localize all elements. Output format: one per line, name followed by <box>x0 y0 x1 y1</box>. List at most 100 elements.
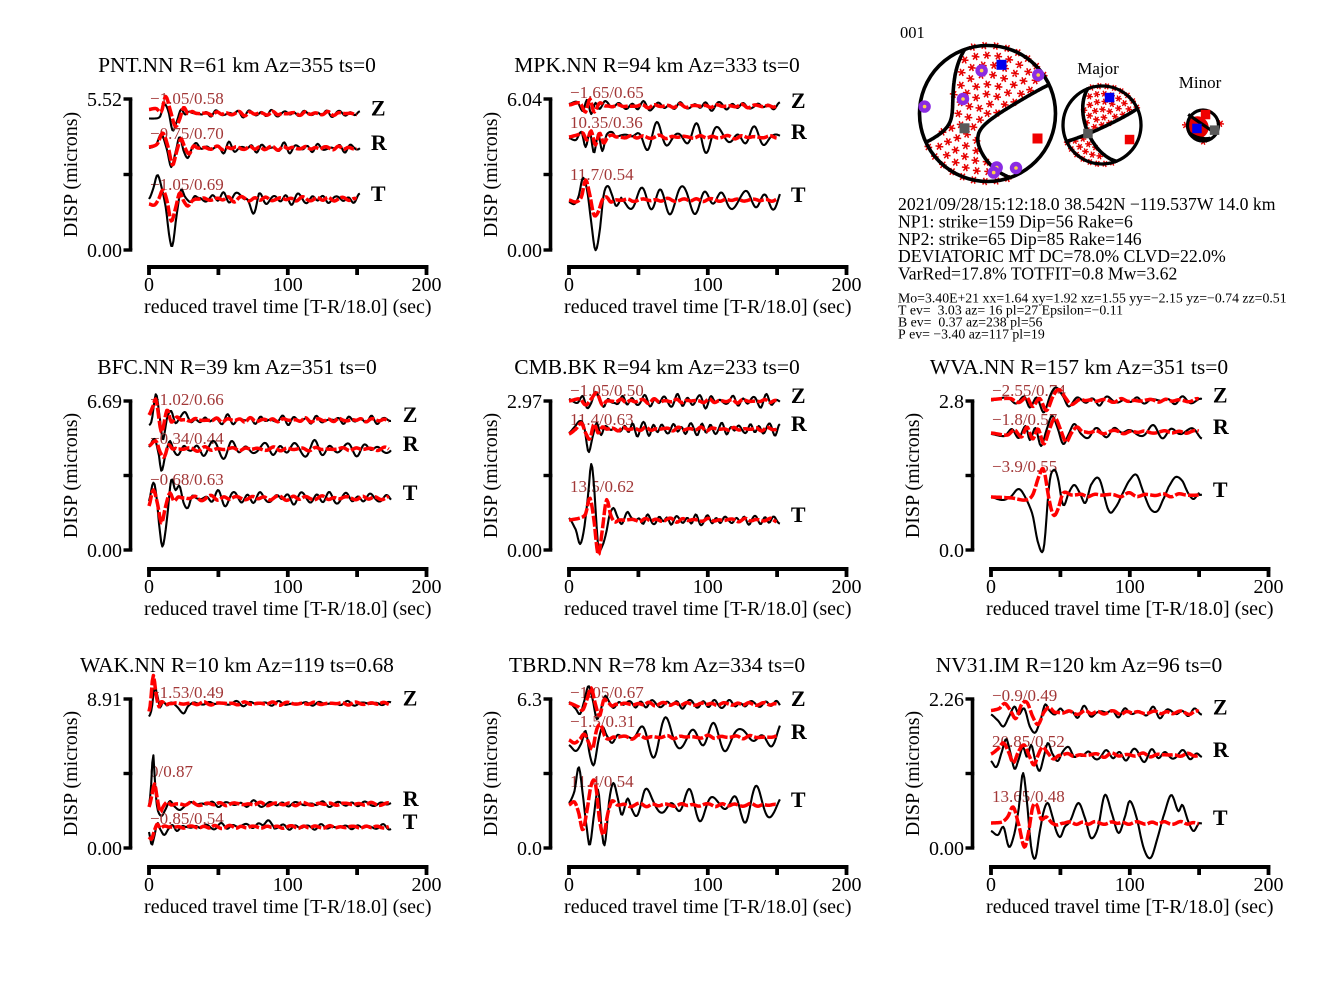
svg-text:reduced travel time [T-R/18.0]: reduced travel time [T-R/18.0] (sec) <box>144 896 431 918</box>
svg-text:0: 0 <box>144 874 154 896</box>
svg-text:−0.75/0.70: −0.75/0.70 <box>150 124 224 143</box>
svg-text:WVA.NN R=157 km Az=351 ts=0: WVA.NN R=157 km Az=351 ts=0 <box>930 355 1228 379</box>
svg-text:Major: Major <box>1077 59 1119 78</box>
svg-text:200: 200 <box>412 274 442 296</box>
svg-text:10.35/0.36: 10.35/0.36 <box>570 113 643 132</box>
svg-text:200: 200 <box>1254 576 1284 598</box>
svg-text:−1.5/0.31: −1.5/0.31 <box>570 712 635 731</box>
svg-text:0.00: 0.00 <box>507 540 542 562</box>
svg-text:0: 0 <box>144 576 154 598</box>
svg-text:NP2: strike=65 Dip=85 Rake=146: NP2: strike=65 Dip=85 Rake=146 <box>898 229 1142 249</box>
svg-text:R: R <box>403 431 420 456</box>
svg-text:R: R <box>371 130 388 155</box>
svg-text:2.8: 2.8 <box>939 391 964 413</box>
svg-text:200: 200 <box>412 874 442 896</box>
svg-text:100: 100 <box>693 874 723 896</box>
svg-text:100: 100 <box>273 274 303 296</box>
svg-text:200: 200 <box>832 576 862 598</box>
svg-text:8.91: 8.91 <box>87 689 122 711</box>
svg-text:T: T <box>791 787 806 812</box>
svg-text:0.00: 0.00 <box>929 838 964 860</box>
svg-text:Z: Z <box>791 88 806 113</box>
svg-text:−0.85/0.54: −0.85/0.54 <box>150 809 224 828</box>
svg-text:100: 100 <box>273 576 303 598</box>
svg-text:200: 200 <box>412 576 442 598</box>
svg-text:−1.05/0.58: −1.05/0.58 <box>150 89 224 108</box>
svg-text:reduced travel time [T-R/18.0]: reduced travel time [T-R/18.0] (sec) <box>564 296 851 318</box>
svg-text:200: 200 <box>832 274 862 296</box>
svg-text:−1.53/0.49: −1.53/0.49 <box>150 683 224 702</box>
svg-text:TBRD.NN R=78 km Az=334 ts=0: TBRD.NN R=78 km Az=334 ts=0 <box>509 653 805 677</box>
svg-text:11.4/0.63: 11.4/0.63 <box>570 410 634 429</box>
svg-text:R: R <box>403 786 420 811</box>
svg-text:T: T <box>791 182 806 207</box>
svg-text:−1.05/0.69: −1.05/0.69 <box>150 175 224 194</box>
svg-text:DISP (microns): DISP (microns) <box>480 413 502 538</box>
svg-text:Z: Z <box>1213 383 1228 408</box>
svg-text:0.0: 0.0 <box>517 838 542 860</box>
svg-text:T: T <box>1213 805 1228 830</box>
svg-text:Z: Z <box>1213 695 1228 720</box>
svg-text:200: 200 <box>832 874 862 896</box>
svg-text:DISP (microns): DISP (microns) <box>60 711 82 836</box>
svg-text:R: R <box>1213 414 1230 439</box>
svg-text:0: 0 <box>986 576 996 598</box>
svg-text:R: R <box>1213 737 1230 762</box>
svg-text:DISP (microns): DISP (microns) <box>902 413 924 538</box>
svg-text:T: T <box>403 480 418 505</box>
svg-text:6.69: 6.69 <box>87 391 122 413</box>
svg-text:0.00: 0.00 <box>507 240 542 262</box>
svg-text:−1.65/0.65: −1.65/0.65 <box>570 83 644 102</box>
svg-text:NV31.IM R=120 km Az=96 ts=0: NV31.IM R=120 km Az=96 ts=0 <box>936 653 1223 677</box>
svg-text:100: 100 <box>273 874 303 896</box>
svg-text:DISP (microns): DISP (microns) <box>480 711 502 836</box>
svg-text:B ev= 0.37 az=238 pl=56: B ev= 0.37 az=238 pl=56 <box>898 315 1043 330</box>
svg-text:R: R <box>791 719 808 744</box>
svg-text:Z: Z <box>403 402 418 427</box>
svg-text:−0.68/0.63: −0.68/0.63 <box>150 470 224 489</box>
svg-text:DISP (microns): DISP (microns) <box>480 112 502 237</box>
svg-text:6.3: 6.3 <box>517 689 542 711</box>
svg-text:T: T <box>1213 477 1228 502</box>
svg-text:11.7/0.54: 11.7/0.54 <box>570 165 634 184</box>
svg-text:0/0.87: 0/0.87 <box>150 762 193 781</box>
svg-text:0: 0 <box>144 274 154 296</box>
svg-text:P ev= −3.40 az=117 pl=19: P ev= −3.40 az=117 pl=19 <box>898 327 1045 342</box>
svg-text:100: 100 <box>693 274 723 296</box>
svg-text:200: 200 <box>1254 874 1284 896</box>
svg-text:0.00: 0.00 <box>87 540 122 562</box>
svg-text:CMB.BK R=94 km Az=233 ts=0: CMB.BK R=94 km Az=233 ts=0 <box>514 355 799 379</box>
svg-text:DEVIATORIC MT DC=78.0% CLVD=22: DEVIATORIC MT DC=78.0% CLVD=22.0% <box>898 246 1226 266</box>
svg-text:0: 0 <box>986 874 996 896</box>
svg-text:MPK.NN R=94 km Az=333 ts=0: MPK.NN R=94 km Az=333 ts=0 <box>514 53 799 77</box>
svg-text:2.97: 2.97 <box>507 391 542 413</box>
svg-text:NP1: strike=159 Dip=56 Rake=6: NP1: strike=159 Dip=56 Rake=6 <box>898 211 1133 231</box>
svg-text:−2.55/0.74: −2.55/0.74 <box>992 381 1066 400</box>
svg-text:Z: Z <box>371 96 386 121</box>
svg-text:0.00: 0.00 <box>87 240 122 262</box>
svg-text:BFC.NN R=39 km Az=351 ts=0: BFC.NN R=39 km Az=351 ts=0 <box>97 355 376 379</box>
svg-text:R: R <box>791 119 808 144</box>
svg-text:2.26: 2.26 <box>929 689 964 711</box>
svg-text:reduced travel time [T-R/18.0]: reduced travel time [T-R/18.0] (sec) <box>986 896 1273 918</box>
svg-text:100: 100 <box>1115 874 1145 896</box>
svg-text:6.04: 6.04 <box>507 89 542 111</box>
svg-text:−1.02/0.66: −1.02/0.66 <box>150 390 224 409</box>
svg-text:T: T <box>791 502 806 527</box>
svg-text:−0.34/0.44: −0.34/0.44 <box>150 429 224 448</box>
svg-text:reduced travel time [T-R/18.0]: reduced travel time [T-R/18.0] (sec) <box>144 296 431 318</box>
svg-text:T: T <box>403 809 418 834</box>
svg-text:T ev= 3.03 az= 16 pl=27 Epsil: T ev= 3.03 az= 16 pl=27 Epsilon=−0.11 <box>898 303 1123 318</box>
svg-text:0.00: 0.00 <box>87 838 122 860</box>
svg-text:100: 100 <box>693 576 723 598</box>
svg-text:DISP (microns): DISP (microns) <box>60 413 82 538</box>
svg-text:reduced travel time [T-R/18.0]: reduced travel time [T-R/18.0] (sec) <box>986 598 1273 620</box>
svg-text:VarRed=17.8% TOTFIT=0.8 Mw=3.6: VarRed=17.8% TOTFIT=0.8 Mw=3.62 <box>898 264 1177 284</box>
svg-text:0.0: 0.0 <box>939 540 964 562</box>
svg-text:13.5/0.62: 13.5/0.62 <box>570 477 634 496</box>
svg-text:001: 001 <box>900 23 925 42</box>
svg-text:PNT.NN R=61 km Az=355 ts=0: PNT.NN R=61 km Az=355 ts=0 <box>98 53 376 77</box>
svg-text:Mo=3.40E+21 xx=1.64 xy=1.92 xz: Mo=3.40E+21 xx=1.64 xy=1.92 xz=1.55 yy=−… <box>898 291 1287 306</box>
svg-text:reduced travel time [T-R/18.0]: reduced travel time [T-R/18.0] (sec) <box>564 896 851 918</box>
svg-text:−0.9/0.49: −0.9/0.49 <box>992 686 1057 705</box>
